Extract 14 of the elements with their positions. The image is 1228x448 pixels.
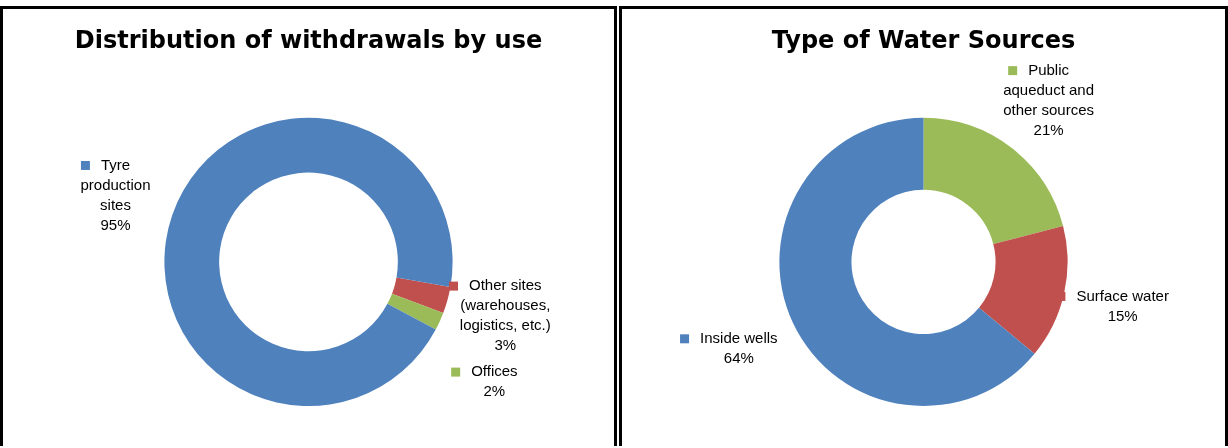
data-label: 64% [723, 348, 754, 366]
chart-title: Type of Water Sources [771, 25, 1076, 54]
data-label: 21% [1033, 120, 1064, 138]
legend-label: Offices [471, 362, 518, 380]
data-label: 3% [494, 336, 517, 354]
chart-title: Distribution of withdrawals by use [74, 25, 543, 54]
legend-label: Tyre production sites [80, 155, 151, 213]
legend-label: Inside wells [700, 328, 778, 346]
data-label: 15% [1107, 306, 1138, 324]
legend-label: Other sites (warehouses, logistics, etc.) [459, 276, 551, 334]
legend-label: Surface water [1076, 286, 1169, 304]
data-label: 2% [483, 382, 506, 400]
legend-label: Public aqueduct and other sources [1003, 60, 1095, 118]
data-label: 95% [100, 215, 131, 233]
